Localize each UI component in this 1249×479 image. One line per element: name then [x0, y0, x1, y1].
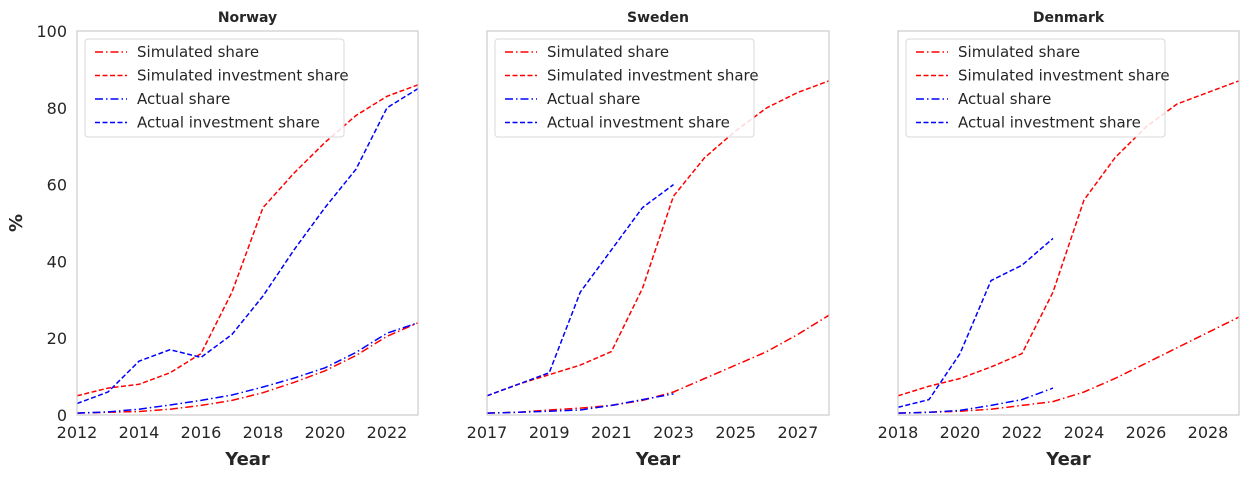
x-tick-label: 2019: [529, 423, 570, 442]
legend: Simulated share Simulated investment shar…: [494, 38, 759, 138]
y-tick-label: 20: [47, 329, 67, 348]
y-axis-label: %: [6, 214, 27, 232]
series-line-actual-investment-share: [487, 183, 674, 397]
legend-label: Simulated share: [958, 43, 1080, 61]
series-lines: [898, 80, 1239, 414]
y-tick-label: 40: [47, 252, 67, 271]
x-tick-label: 2028: [1188, 423, 1229, 442]
x-tick-label: 2027: [778, 423, 819, 442]
x-tick-label: 2025: [715, 423, 756, 442]
series-line-actual-investment-share: [898, 237, 1054, 409]
x-tick-label: 2020: [305, 423, 346, 442]
subplot-denmark: Denmark 2018 2020 2022 2024 2026 2028 Year Simul…: [878, 10, 1240, 470]
legend-label: Actual share: [547, 90, 640, 108]
legend-box: [84, 38, 345, 138]
x-tick-label: 2018: [878, 423, 919, 442]
x-tick-label: 2017: [467, 423, 508, 442]
series-line-simulated-investment-share: [77, 84, 418, 397]
x-tick-label: 2022: [367, 423, 408, 442]
legend-label: Simulated investment share: [958, 67, 1170, 85]
subplot-norway: Norway 2012 2014 2016 2018 2020 2022 0 20 40 60 80 1…: [6, 10, 419, 470]
series-line-simulated-share: [77, 322, 418, 414]
series-line-actual-investment-share: [77, 87, 418, 405]
y-tick-label: 100: [36, 22, 67, 41]
x-tick-label: 2016: [181, 423, 222, 442]
series-line-actual-share: [898, 387, 1054, 414]
legend-label: Simulated share: [137, 43, 259, 61]
series-line-simulated-investment-share: [898, 80, 1239, 397]
x-axis-label: Year: [1045, 449, 1091, 470]
series-line-actual-share: [487, 393, 674, 414]
series-lines: [487, 80, 829, 414]
legend-label: Actual investment share: [137, 114, 320, 132]
subplot-sweden: Sweden 2017 2019 2021 2023 2025 2027 Year Simula…: [467, 10, 830, 470]
x-tick-label: 2021: [591, 423, 632, 442]
legend-label: Simulated investment share: [547, 67, 759, 85]
legend-label: Actual investment share: [547, 114, 730, 132]
plot-frame: [897, 30, 1240, 416]
legend-label: Actual share: [958, 90, 1051, 108]
x-tick-label: 2022: [1002, 423, 1043, 442]
legend: Simulated share Simulated investment shar…: [905, 38, 1170, 138]
series-lines: [77, 84, 418, 414]
legend-label: Actual investment share: [958, 114, 1141, 132]
y-tick-label: 0: [57, 406, 67, 425]
legend: Simulated share Simulated investment shar…: [84, 38, 349, 138]
series-line-simulated-share: [898, 316, 1239, 414]
x-tick-label: 2014: [119, 423, 160, 442]
x-axis-label: Year: [224, 449, 270, 470]
plot-frame: [486, 30, 830, 416]
subplot-title: Norway: [218, 10, 277, 26]
x-tick-label: 2023: [653, 423, 694, 442]
x-tick-label: 2018: [243, 423, 284, 442]
legend-box: [494, 38, 755, 138]
subplot-title: Denmark: [1033, 10, 1105, 26]
legend-label: Simulated investment share: [137, 67, 349, 85]
series-line-simulated-share: [487, 314, 829, 414]
legend-label: Simulated share: [547, 43, 669, 61]
subplot-title: Sweden: [627, 10, 689, 26]
y-tick-label: 60: [47, 176, 67, 195]
x-axis-label: Year: [635, 449, 681, 470]
x-tick-label: 2012: [57, 423, 98, 442]
series-line-simulated-investment-share: [487, 80, 829, 397]
x-tick-label: 2020: [940, 423, 981, 442]
y-tick-label: 80: [47, 99, 67, 118]
legend-box: [905, 38, 1166, 138]
legend-label: Actual share: [137, 90, 230, 108]
x-tick-label: 2026: [1126, 423, 1167, 442]
series-line-actual-share: [77, 322, 418, 414]
x-tick-label: 2024: [1064, 423, 1105, 442]
plot-frame: [76, 30, 419, 416]
